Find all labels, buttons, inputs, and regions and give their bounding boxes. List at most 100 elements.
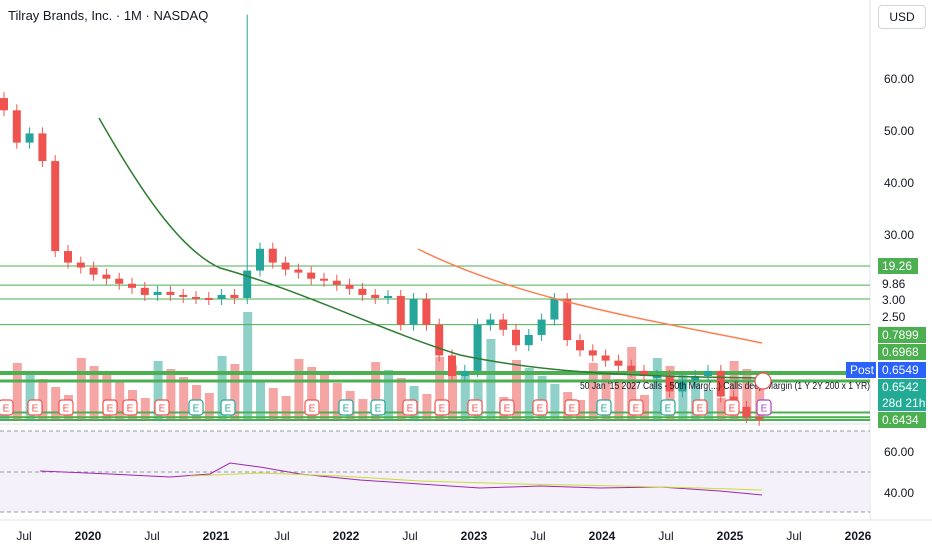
last-price-tag: 0.6542 [878, 379, 926, 395]
volume-bar [550, 384, 560, 420]
candle-body [115, 278, 124, 284]
earnings-marker: E [102, 399, 118, 416]
volume-bar [704, 390, 713, 420]
currency-button[interactable]: USD [878, 5, 926, 29]
earnings-marker-box [58, 399, 74, 416]
earnings-marker-label: E [569, 404, 576, 415]
earnings-marker-label: E [309, 404, 316, 415]
earnings-marker-box [122, 399, 138, 416]
earnings-marker-box [499, 399, 515, 416]
earnings-marker-box [304, 399, 320, 416]
price-tag: 0.6968 [878, 344, 926, 360]
volume-bar [448, 365, 457, 420]
volume-bar [166, 369, 176, 420]
volume-bar [179, 377, 189, 420]
candle-body [371, 294, 380, 298]
earnings-marker: E [188, 399, 204, 416]
post-market-label: Post [846, 362, 876, 378]
earnings-marker-label: E [3, 404, 10, 415]
earnings-marker-label: E [32, 404, 39, 415]
volume-bar [512, 360, 521, 420]
price-axis-tick: 30.00 [884, 228, 915, 242]
earnings-marker-label: E [761, 404, 768, 415]
volume-bar [742, 369, 752, 420]
volume-bar [115, 382, 125, 420]
earnings-marker-label: E [537, 404, 544, 415]
price-tag: 0.7899 [878, 327, 926, 343]
candle-body [256, 248, 264, 271]
candle-body [384, 295, 392, 298]
earnings-marker-box [692, 399, 708, 416]
volume-bar [281, 396, 291, 420]
rsi-ma-line [189, 472, 763, 491]
candle-body [499, 319, 508, 330]
earnings-marker-label: E [439, 404, 446, 415]
earnings-marker: E [756, 399, 772, 416]
earnings-marker-box [154, 399, 170, 416]
volume-bar [217, 356, 227, 420]
candle-body [268, 248, 277, 263]
volume-bar [435, 357, 445, 420]
volume-bar [268, 388, 278, 420]
earnings-marker: E [434, 399, 450, 416]
candle-body [422, 299, 431, 325]
candle-body [665, 376, 674, 392]
candle-body [25, 133, 34, 143]
earnings-marker-box [596, 399, 612, 416]
candle-body [179, 294, 188, 297]
price-axis-tick: 40.00 [884, 176, 915, 190]
earnings-marker: E [0, 399, 14, 416]
time-axis-tick: Jul [144, 529, 160, 543]
price-axis-tick: 50.00 [884, 124, 915, 138]
candle-body [281, 262, 290, 270]
earnings-marker-box [756, 399, 772, 416]
candle-body [76, 262, 85, 268]
volume-bar [627, 347, 637, 420]
volume-bar [384, 370, 393, 420]
rsi-axis-tick: 60.00 [884, 445, 915, 459]
volume-bar [588, 363, 598, 420]
chart-annotation: 50 Jan '15 2027 Calls - 50th Marg(...) C… [580, 381, 870, 392]
earnings-marker-label: E [633, 404, 640, 415]
volume-bar [396, 378, 406, 420]
earnings-marker: E [467, 399, 483, 416]
volume-bar [422, 394, 432, 420]
volume-bar [640, 395, 649, 420]
candle-body [678, 381, 687, 392]
candle-body [396, 295, 405, 325]
candle-body [512, 329, 520, 346]
earnings-marker-label: E [729, 404, 736, 415]
earnings-marker-box [0, 399, 14, 416]
time-axis-tick: Jul [402, 529, 418, 543]
volume-bar [204, 393, 214, 420]
candle-body [550, 299, 559, 320]
candle-body [38, 133, 47, 162]
alert-icon [754, 372, 772, 390]
volume-bar [256, 380, 265, 420]
candle-body [217, 294, 226, 299]
volume-bar [307, 367, 317, 420]
earnings-marker: E [596, 399, 612, 416]
candle-body [576, 340, 584, 351]
earnings-marker-label: E [697, 404, 704, 415]
candle-body [409, 299, 418, 325]
volume-bar [460, 373, 470, 420]
volume-bar [576, 400, 585, 420]
candle-body [691, 376, 700, 382]
time-axis-tick: Jul [274, 529, 290, 543]
candle-body [588, 350, 597, 356]
volume-bar [230, 364, 240, 420]
candle-body [307, 272, 316, 279]
volume-bar [320, 375, 329, 420]
rsi-line [39, 462, 763, 496]
volume-bar [524, 368, 534, 420]
earnings-marker-box [27, 399, 43, 416]
candle-body [563, 299, 572, 341]
price-tag: 3.00 [882, 293, 906, 307]
post-market-price-tag: 0.6549 [878, 362, 926, 378]
earnings-marker-box [220, 399, 236, 416]
candle-body [153, 291, 162, 295]
time-axis-tick: Jul [16, 529, 32, 543]
earnings-marker: E [220, 399, 236, 416]
